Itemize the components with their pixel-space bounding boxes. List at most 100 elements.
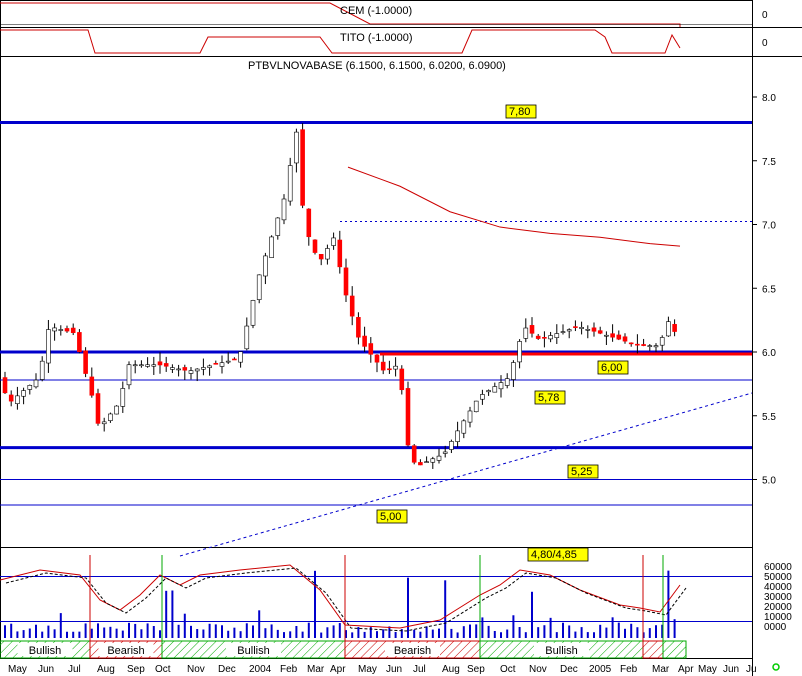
candle-body: [374, 354, 380, 363]
level-label: 4,80/4,85: [531, 549, 577, 561]
volume-bars: [4, 570, 676, 638]
candle-body: [188, 370, 194, 374]
candle-body: [424, 461, 429, 463]
x-axis-label: Jul: [413, 664, 426, 675]
uptrend-line: [179, 392, 753, 557]
volume-axis-label: 20000: [764, 602, 792, 613]
x-axis-label: Ju: [746, 664, 757, 675]
candle-body: [89, 376, 95, 396]
candle-body: [194, 368, 200, 372]
candle-body: [58, 329, 64, 331]
candle-body: [176, 368, 181, 371]
candle-body: [362, 335, 367, 347]
volume-axis-label: 30000: [764, 592, 792, 603]
candle-body: [517, 341, 522, 363]
trend-label: Bullish: [29, 645, 61, 657]
candle-body: [442, 451, 448, 454]
candle-body: [666, 321, 671, 337]
candle-body: [2, 377, 8, 394]
candle-body: [542, 337, 547, 339]
x-axis-label: 2005: [589, 664, 612, 675]
candle-body: [300, 129, 305, 206]
x-axis-label: May: [358, 664, 377, 675]
candle-body: [597, 330, 603, 334]
trend-label: Bullish: [237, 645, 269, 657]
candle-body: [480, 394, 485, 400]
candle-body: [70, 327, 76, 333]
x-axis-label: Jun: [38, 664, 54, 675]
candle-body: [628, 342, 634, 345]
candle-body: [399, 368, 405, 391]
x-axis-label: Mar: [652, 664, 670, 675]
candle-body: [232, 358, 237, 361]
main-chart-title: PTBVLNOVABASE (6.1500, 6.1500, 6.0200, 6…: [248, 60, 506, 72]
candle-body: [349, 295, 355, 317]
candle-body: [225, 360, 231, 363]
x-axis-label: Mar: [307, 664, 325, 675]
candle-body: [46, 329, 51, 364]
candle-body: [647, 345, 653, 347]
trend-label-bg: [17, 643, 73, 656]
candle-body: [145, 364, 150, 367]
candlestick-series: [2, 123, 677, 469]
candle-body: [356, 317, 361, 338]
candle-body: [213, 362, 219, 365]
x-axis-label: 2004: [249, 664, 272, 675]
trend-label-bg: [98, 643, 154, 656]
y-axis-tick-label: 8.0: [762, 93, 776, 104]
support-resistance-levels: 7,80 6,00 5,78 5,25 5,00 4,80/4,85: [0, 104, 752, 562]
level-label-box: [505, 104, 537, 119]
y-axis-tick-label: 6.5: [762, 284, 776, 295]
candle-body: [318, 254, 324, 260]
trend-label-bg: [226, 643, 281, 656]
y-axis-tick-label: 7.0: [762, 221, 776, 232]
candle-body: [622, 336, 628, 342]
cem-label: CEM (-1.0000): [340, 5, 412, 17]
candle-body: [455, 430, 460, 442]
x-axis-label: Oct: [500, 664, 516, 675]
x-axis-label: May: [698, 664, 717, 675]
level-label: 6,00: [601, 362, 622, 374]
level-label-box: [597, 360, 629, 375]
candle-body: [108, 413, 113, 421]
candle-body: [418, 462, 423, 466]
candle-body: [659, 337, 665, 346]
oscillator-line: [0, 564, 681, 629]
level-label: 5,25: [571, 466, 592, 478]
x-axis-label: Nov: [187, 664, 205, 675]
level-label-box: [527, 547, 589, 562]
chart-frame: [0, 0, 753, 659]
candle-body: [182, 367, 188, 371]
x-axis-label: Jun: [386, 664, 402, 675]
level-label-box: [376, 509, 408, 524]
time-axis: May Jun Jul Aug Sep Oct Nov Dec 2004 Feb Mar Apr May…: [8, 664, 757, 675]
candle-body: [616, 334, 622, 340]
candle-body: [64, 328, 70, 332]
trend-band: [662, 640, 687, 659]
candle-body: [411, 445, 417, 463]
candle-body: [672, 324, 677, 332]
cem-axis-tick: 0: [762, 10, 768, 21]
candle-body: [573, 326, 578, 328]
level-label-box: [567, 464, 599, 479]
candle-body: [380, 361, 386, 371]
level-label-box: [534, 390, 566, 405]
candle-body: [560, 331, 566, 333]
candle-body: [467, 410, 473, 423]
candle-body: [77, 332, 82, 353]
candle-body: [263, 255, 268, 277]
candle-body: [511, 362, 516, 380]
x-axis-label: Jul: [68, 664, 81, 675]
candle-body: [33, 379, 39, 388]
trend-label: Bullish: [545, 645, 577, 657]
candle-body: [287, 165, 293, 202]
candle-body: [325, 248, 330, 260]
candle-body: [473, 400, 479, 413]
cem-indicator-panel: CEM (-1.0000) 0: [0, 2, 768, 27]
candle-body: [101, 421, 107, 425]
level-label: 5,78: [538, 392, 559, 404]
volume-axis-label: 60000: [764, 562, 792, 573]
